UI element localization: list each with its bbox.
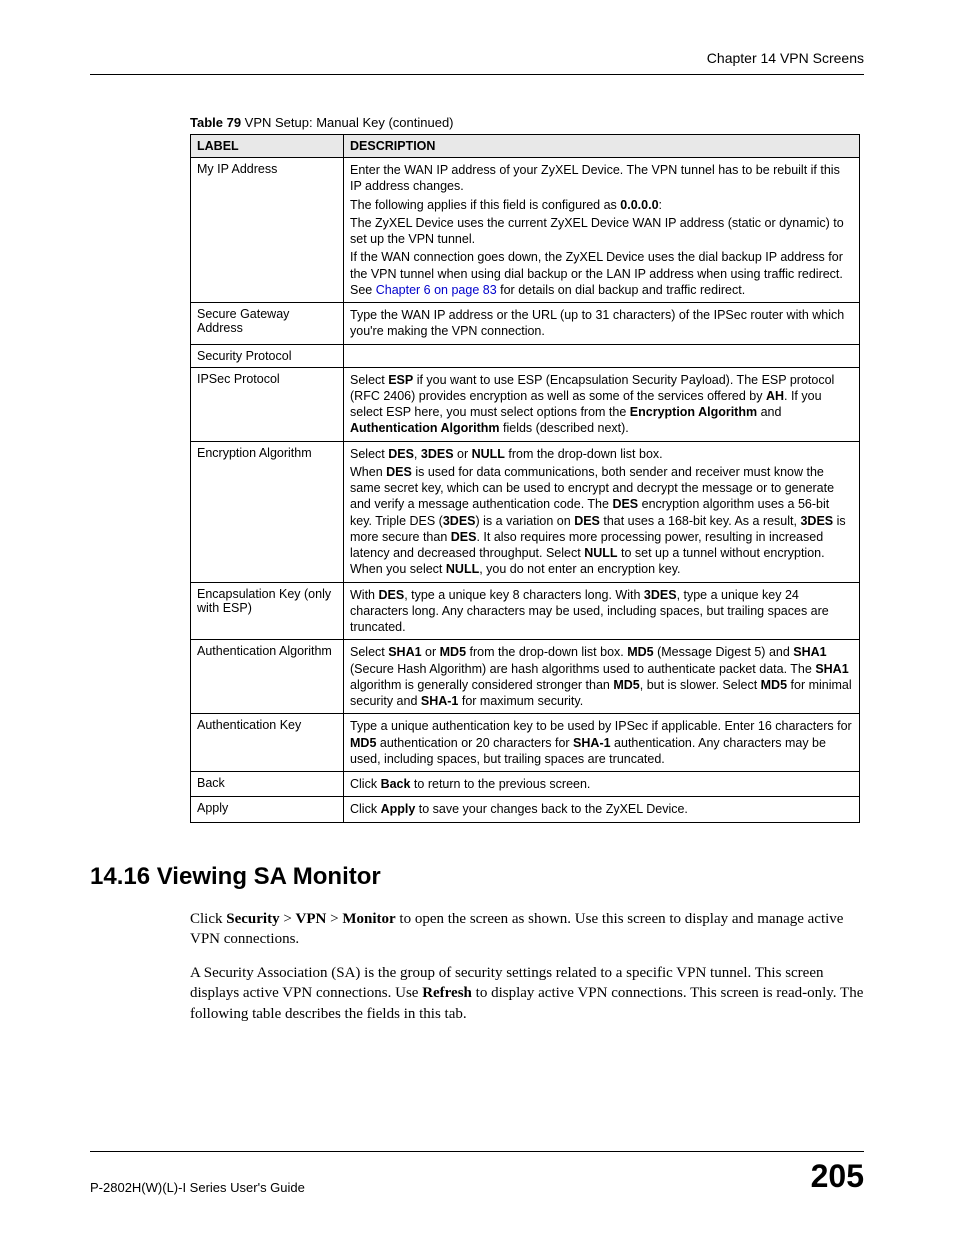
table-row: My IP Address Enter the WAN IP address o… [191,158,860,303]
row-desc: Select DES, 3DES or NULL from the drop-d… [344,441,860,582]
text: Type the WAN IP address or the URL (up t… [350,307,853,340]
row-label: My IP Address [191,158,344,303]
table-row: Authentication Algorithm Select SHA1 or … [191,640,860,714]
text: Click Apply to save your changes back to… [350,801,853,817]
table-row: Back Click Back to return to the previou… [191,772,860,797]
table-row: Security Protocol [191,344,860,367]
page-header: Chapter 14 VPN Screens [90,50,864,75]
table-title: VPN Setup: Manual Key (continued) [241,115,453,130]
text: Select DES, 3DES or NULL from the drop-d… [350,446,853,462]
text: Type a unique authentication key to be u… [350,718,853,767]
body-text: Click Security > VPN > Monitor to open t… [190,909,864,1024]
text: The ZyXEL Device uses the current ZyXEL … [350,215,853,248]
row-desc [344,344,860,367]
row-label: Authentication Algorithm [191,640,344,714]
section-heading: 14.16 Viewing SA Monitor [90,863,864,891]
table-row: Apply Click Apply to save your changes b… [191,797,860,822]
text: Select SHA1 or MD5 from the drop-down li… [350,644,853,709]
table-row: IPSec Protocol Select ESP if you want to… [191,367,860,441]
text: Select ESP if you want to use ESP (Encap… [350,372,853,437]
row-desc: Type the WAN IP address or the URL (up t… [344,303,860,345]
text: The following applies if this field is c… [350,197,853,213]
row-label: Security Protocol [191,344,344,367]
text: Click Back to return to the previous scr… [350,776,853,792]
row-desc: Enter the WAN IP address of your ZyXEL D… [344,158,860,303]
row-label: Encryption Algorithm [191,441,344,582]
row-label: Authentication Key [191,714,344,772]
page-number: 205 [811,1158,864,1195]
table-row: Authentication Key Type a unique authent… [191,714,860,772]
text: If the WAN connection goes down, the ZyX… [350,249,853,298]
chapter-label: Chapter 14 VPN Screens [707,50,864,66]
row-desc: Type a unique authentication key to be u… [344,714,860,772]
row-label: IPSec Protocol [191,367,344,441]
table-row: Encapsulation Key (only with ESP) With D… [191,582,860,640]
row-label: Encapsulation Key (only with ESP) [191,582,344,640]
row-desc: Select ESP if you want to use ESP (Encap… [344,367,860,441]
col-description: DESCRIPTION [344,135,860,158]
text: When DES is used for data communications… [350,464,853,578]
row-desc: Click Apply to save your changes back to… [344,797,860,822]
table-caption: Table 79 VPN Setup: Manual Key (continue… [190,115,864,130]
row-desc: Select SHA1 or MD5 from the drop-down li… [344,640,860,714]
row-label: Secure Gateway Address [191,303,344,345]
row-label: Back [191,772,344,797]
guide-title: P-2802H(W)(L)-I Series User's Guide [90,1180,305,1195]
col-label: LABEL [191,135,344,158]
row-label: Apply [191,797,344,822]
paragraph: Click Security > VPN > Monitor to open t… [190,909,864,950]
vpn-setup-table: LABEL DESCRIPTION My IP Address Enter th… [190,134,860,823]
table-number: Table 79 [190,115,241,130]
paragraph: A Security Association (SA) is the group… [190,963,864,1024]
page: Chapter 14 VPN Screens Table 79 VPN Setu… [0,0,954,1235]
cross-ref-link[interactable]: Chapter 6 on page 83 [376,283,497,297]
row-desc: With DES, type a unique key 8 characters… [344,582,860,640]
table-row: Secure Gateway Address Type the WAN IP a… [191,303,860,345]
table-row: Encryption Algorithm Select DES, 3DES or… [191,441,860,582]
text: Enter the WAN IP address of your ZyXEL D… [350,162,853,195]
text: With DES, type a unique key 8 characters… [350,587,853,636]
page-footer: P-2802H(W)(L)-I Series User's Guide 205 [90,1151,864,1195]
row-desc: Click Back to return to the previous scr… [344,772,860,797]
